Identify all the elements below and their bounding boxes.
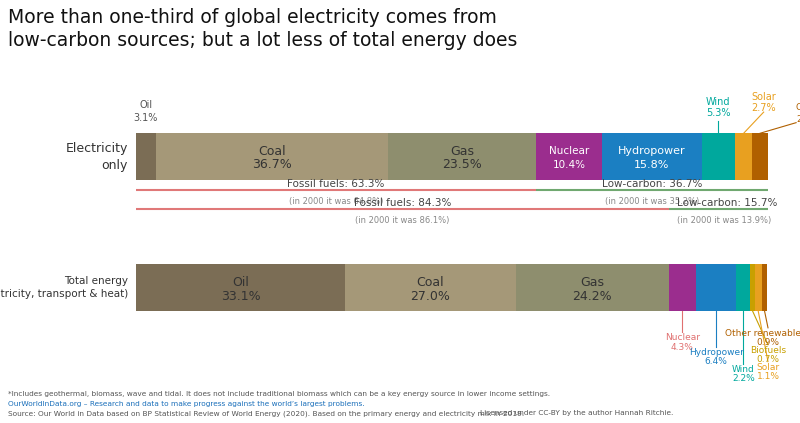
Text: 33.1%: 33.1% <box>221 290 261 302</box>
Text: Nuclear: Nuclear <box>549 146 589 157</box>
Bar <box>754 264 762 311</box>
Text: Oil: Oil <box>139 100 152 110</box>
Text: More than one-third of global electricity comes from
low-carbon sources; but a l: More than one-third of global electricit… <box>8 8 518 50</box>
Text: Gas: Gas <box>450 145 474 158</box>
Bar <box>702 133 735 180</box>
Bar <box>155 133 387 180</box>
Bar <box>696 264 736 311</box>
Text: 15.8%: 15.8% <box>634 160 670 170</box>
Text: 0.7%: 0.7% <box>757 355 779 364</box>
Text: Biofuels: Biofuels <box>750 346 786 355</box>
Text: Oil: Oil <box>232 276 249 289</box>
Bar <box>669 264 696 311</box>
Bar <box>516 264 669 311</box>
Text: 27.0%: 27.0% <box>410 290 450 302</box>
Text: Other renewables*: Other renewables* <box>726 329 800 338</box>
Text: Hydropower: Hydropower <box>689 348 744 357</box>
Text: (in 2000 it was 86.1%): (in 2000 it was 86.1%) <box>355 216 450 225</box>
Text: 0.9%: 0.9% <box>757 338 779 347</box>
Text: 3.1%: 3.1% <box>134 113 158 123</box>
Text: Licensed under CC-BY by the author Hannah Ritchie.: Licensed under CC-BY by the author Hanna… <box>480 410 674 416</box>
Text: 6.4%: 6.4% <box>705 357 728 366</box>
Text: Coal: Coal <box>417 276 444 289</box>
Bar <box>536 133 602 180</box>
Text: (in 2000 it was 35.2%): (in 2000 it was 35.2%) <box>605 197 699 206</box>
Text: Wind: Wind <box>732 365 754 374</box>
Text: Wind
5.3%: Wind 5.3% <box>706 97 730 118</box>
Text: Source: Our World in Data based on BP Statistical Review of World Energy (2020).: Source: Our World in Data based on BP St… <box>8 410 524 417</box>
Text: 2.7%: 2.7% <box>751 103 776 113</box>
Text: 1.1%: 1.1% <box>757 372 779 381</box>
Bar <box>736 264 750 311</box>
Bar <box>750 264 754 311</box>
Bar <box>762 264 767 311</box>
Text: Fossil fuels: 84.3%: Fossil fuels: 84.3% <box>354 198 451 208</box>
Text: Low-carbon: 36.7%: Low-carbon: 36.7% <box>602 179 702 189</box>
Bar <box>602 133 702 180</box>
Text: 4.3%: 4.3% <box>671 343 694 352</box>
Bar <box>735 133 752 180</box>
Bar <box>387 133 536 180</box>
Text: Low-carbon: 15.7%: Low-carbon: 15.7% <box>677 198 777 208</box>
Text: Nuclear: Nuclear <box>665 333 700 342</box>
Text: Gas: Gas <box>580 276 604 289</box>
Text: 2.2%: 2.2% <box>732 374 754 383</box>
Text: Electricity
only: Electricity only <box>66 142 128 171</box>
Text: Solar: Solar <box>751 91 776 102</box>
Bar <box>136 264 345 311</box>
Text: Other renewables*: Other renewables* <box>796 103 800 112</box>
Text: 2.5%: 2.5% <box>796 115 800 124</box>
Text: Solar: Solar <box>757 363 779 372</box>
Bar <box>345 264 516 311</box>
Text: 36.7%: 36.7% <box>252 159 291 171</box>
Text: (in 2000 it was 13.9%): (in 2000 it was 13.9%) <box>677 216 771 225</box>
Text: Coal: Coal <box>258 145 286 158</box>
Text: OurWorldInData.org – Research and data to make progress against the world’s larg: OurWorldInData.org – Research and data t… <box>8 401 365 407</box>
Bar <box>136 133 155 180</box>
Bar <box>752 133 768 180</box>
Text: 10.4%: 10.4% <box>553 160 586 170</box>
Text: *Includes geothermal, biomass, wave and tidal. It does not include traditional b: *Includes geothermal, biomass, wave and … <box>8 391 550 397</box>
Text: Hydropower: Hydropower <box>618 146 686 157</box>
Text: Fossil fuels: 63.3%: Fossil fuels: 63.3% <box>287 179 385 189</box>
Text: Our World
in Data: Our World in Data <box>669 25 735 54</box>
Text: Total energy
(electricity, transport & heat): Total energy (electricity, transport & h… <box>0 276 128 299</box>
Text: 23.5%: 23.5% <box>442 159 482 171</box>
Text: 24.2%: 24.2% <box>573 290 612 302</box>
Text: (in 2000 it was 64.8%): (in 2000 it was 64.8%) <box>289 197 383 206</box>
